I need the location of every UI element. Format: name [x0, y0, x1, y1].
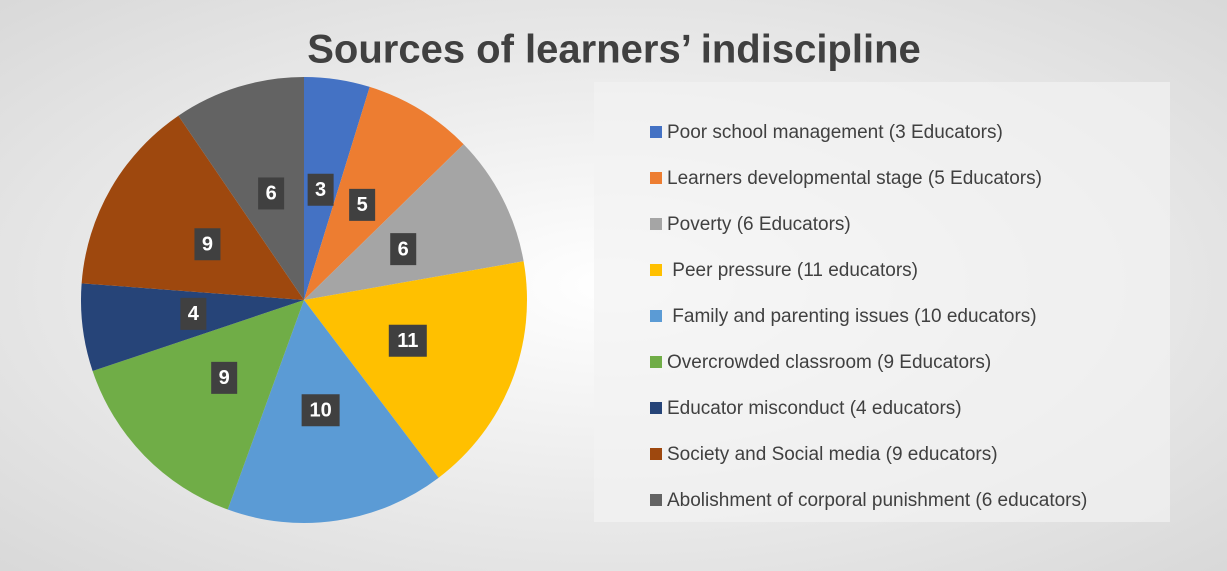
pie-slice: [178, 77, 304, 300]
data-label: 9: [202, 234, 213, 256]
legend-label: Poverty (6 Educators): [667, 214, 851, 235]
legend-label: Society and Social media (9 educators): [667, 444, 998, 465]
legend-label: Abolishment of corporal punishment (6 ed…: [667, 490, 1087, 511]
legend-label: Family and parenting issues (10 educator…: [667, 306, 1037, 327]
legend-label: Overcrowded classroom (9 Educators): [667, 352, 991, 373]
pie-slice: [304, 77, 370, 300]
data-label-box: [211, 361, 238, 394]
legend-swatch: [650, 310, 662, 322]
legend-swatch: [650, 218, 662, 230]
data-label-box: [388, 324, 427, 357]
legend-swatch: [650, 356, 662, 368]
legend-swatch: [650, 402, 662, 414]
data-label: 9: [219, 367, 230, 389]
data-label: 5: [357, 194, 368, 216]
data-label-box: [301, 394, 340, 427]
data-label-box: [390, 233, 417, 266]
data-label-box: [307, 173, 334, 206]
pie-slice: [81, 115, 304, 301]
legend-swatch: [650, 494, 662, 506]
pie-slice: [304, 86, 464, 301]
legend-swatch: [650, 172, 662, 184]
legend-swatch: [650, 264, 662, 276]
chart-title: Sources of learners’ indiscipline: [307, 28, 921, 72]
data-label: 3: [315, 179, 326, 201]
legend-label: Learners developmental stage (5 Educator…: [667, 168, 1042, 189]
legend-label: Educator misconduct (4 educators): [667, 398, 962, 419]
data-label-box: [258, 177, 285, 210]
legend-label: Peer pressure (11 educators): [667, 260, 918, 281]
data-label: 6: [398, 238, 409, 260]
data-label-box: [180, 297, 207, 330]
data-label: 4: [188, 303, 200, 325]
data-label-box: [194, 228, 221, 261]
legend-box: [594, 82, 1170, 522]
pie-slice: [92, 300, 304, 510]
legend-swatch: [650, 126, 662, 138]
data-label-box: [349, 188, 376, 221]
data-label: 11: [397, 330, 418, 352]
legend-swatch: [650, 448, 662, 460]
data-label: 10: [309, 400, 331, 422]
pie-slice: [304, 144, 524, 300]
pie-slice: [304, 261, 527, 478]
data-label: 6: [266, 183, 277, 205]
legend-label: Poor school management (3 Educators): [667, 122, 1003, 143]
